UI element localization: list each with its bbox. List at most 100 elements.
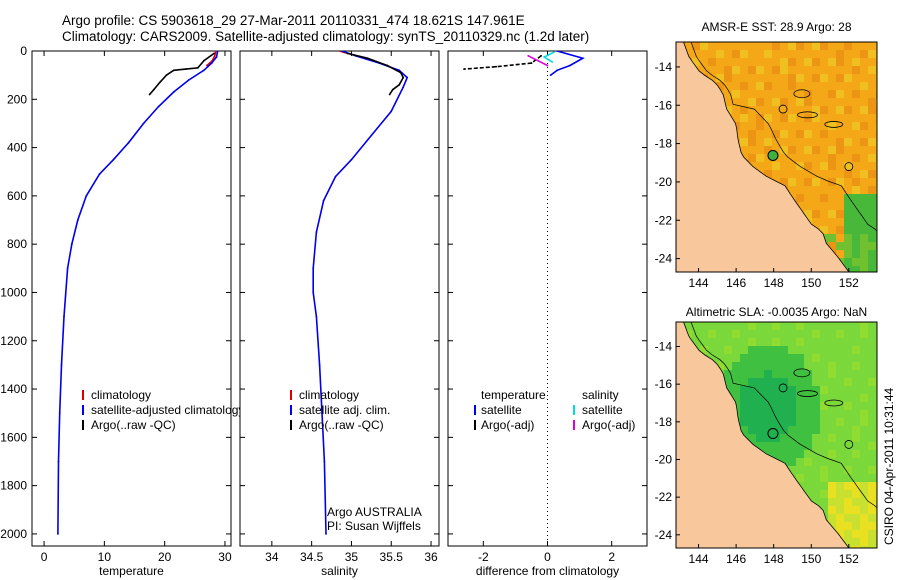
map-x-tick-label: 144	[689, 276, 709, 290]
map-cell	[740, 82, 748, 90]
x-tick-label: 34	[265, 550, 279, 564]
map-cell	[844, 162, 852, 170]
data-point	[70, 243, 73, 246]
map-cell	[836, 514, 844, 522]
map-cell	[780, 434, 788, 442]
map-cell	[804, 58, 812, 66]
map-cell	[852, 346, 860, 354]
data-point	[495, 65, 498, 68]
map-cell	[724, 346, 732, 354]
map-cell	[868, 66, 876, 74]
legend-label: Argo(-adj)	[481, 418, 534, 432]
data-point	[551, 60, 554, 63]
map-cell	[860, 170, 868, 178]
map-x-tick-label: 152	[839, 552, 859, 566]
map-cell	[772, 346, 780, 354]
data-point	[216, 51, 219, 52]
map-cell	[844, 202, 852, 210]
map-cell	[740, 410, 748, 418]
map-cell	[820, 226, 828, 234]
map-cell	[868, 138, 876, 146]
y-tick-label: 600	[7, 189, 27, 203]
annotation-text: Argo AUSTRALIA	[327, 505, 422, 519]
data-point	[540, 54, 542, 57]
map-cell	[748, 322, 756, 330]
map-cell	[860, 138, 868, 146]
map-cell	[748, 66, 756, 74]
reef-outline	[778, 383, 788, 393]
data-point	[213, 54, 216, 57]
data-point	[549, 74, 552, 77]
reef-outline	[844, 440, 854, 449]
map-y-tick-label: -20	[655, 175, 673, 189]
x-axis-label: difference from climatology	[476, 564, 619, 578]
map-cell	[820, 106, 828, 114]
data-point	[57, 533, 59, 535]
map-y-tick-label: -24	[655, 252, 673, 266]
map-cell	[788, 386, 796, 394]
map-cell	[756, 354, 764, 362]
map-cell	[812, 394, 820, 402]
map-cell	[780, 346, 788, 354]
reef-outline	[793, 89, 811, 99]
map-cell	[740, 138, 748, 146]
map-cell	[868, 522, 876, 530]
map-cell	[860, 266, 868, 272]
map-cell	[732, 90, 740, 98]
map-cell	[772, 394, 780, 402]
map-cell	[860, 522, 868, 530]
map-cell	[836, 330, 844, 338]
legend-label: satellite adj. clim.	[299, 403, 390, 417]
data-point	[527, 54, 530, 57]
data-point	[85, 194, 88, 197]
map-cell	[796, 442, 804, 450]
map-cell	[844, 266, 852, 272]
data-point	[127, 141, 130, 144]
map-cell	[844, 170, 852, 178]
map-cell	[852, 58, 860, 66]
map-cell	[764, 450, 772, 458]
map-cell	[796, 450, 804, 458]
header-line-1: Argo profile: CS 5903618_29 27-Mar-2011 …	[62, 13, 525, 28]
map-cell	[868, 514, 876, 522]
x-tick-label: 2	[608, 550, 615, 564]
map-cell	[756, 426, 764, 434]
data-point	[366, 57, 369, 60]
map-cell	[828, 234, 836, 242]
map-y-tick-label: -14	[655, 60, 673, 74]
map-cell	[748, 138, 756, 146]
reef-outline	[797, 390, 818, 397]
legend-label: climatology	[91, 388, 151, 402]
map-cell	[804, 378, 812, 386]
map-cell	[836, 482, 844, 490]
map-cell	[844, 242, 852, 250]
map-cell	[804, 394, 812, 402]
map-cell	[804, 402, 812, 410]
data-point	[172, 69, 175, 72]
map-cell	[844, 466, 852, 474]
map-cell	[820, 162, 828, 170]
map-cell	[780, 386, 788, 394]
map-cell	[764, 434, 772, 442]
map-cell	[788, 418, 796, 426]
map-cell	[748, 362, 756, 370]
data-point	[406, 76, 409, 79]
map-cell	[828, 362, 836, 370]
map-cell	[732, 330, 740, 338]
map-cell	[860, 210, 868, 218]
map-cell	[796, 378, 804, 386]
map-cell	[836, 74, 844, 82]
map-cell	[788, 42, 796, 50]
map-cell	[796, 338, 804, 346]
map-cell	[788, 450, 796, 458]
map-cell	[828, 58, 836, 66]
map-cell	[852, 546, 860, 548]
map-cell	[868, 378, 876, 386]
data-point	[213, 52, 216, 55]
map-cell	[772, 362, 780, 370]
legend-label: satellite	[582, 403, 623, 417]
map-cell	[804, 426, 812, 434]
data-point	[184, 68, 187, 71]
map-cell	[748, 418, 756, 426]
map-cell	[828, 490, 836, 498]
